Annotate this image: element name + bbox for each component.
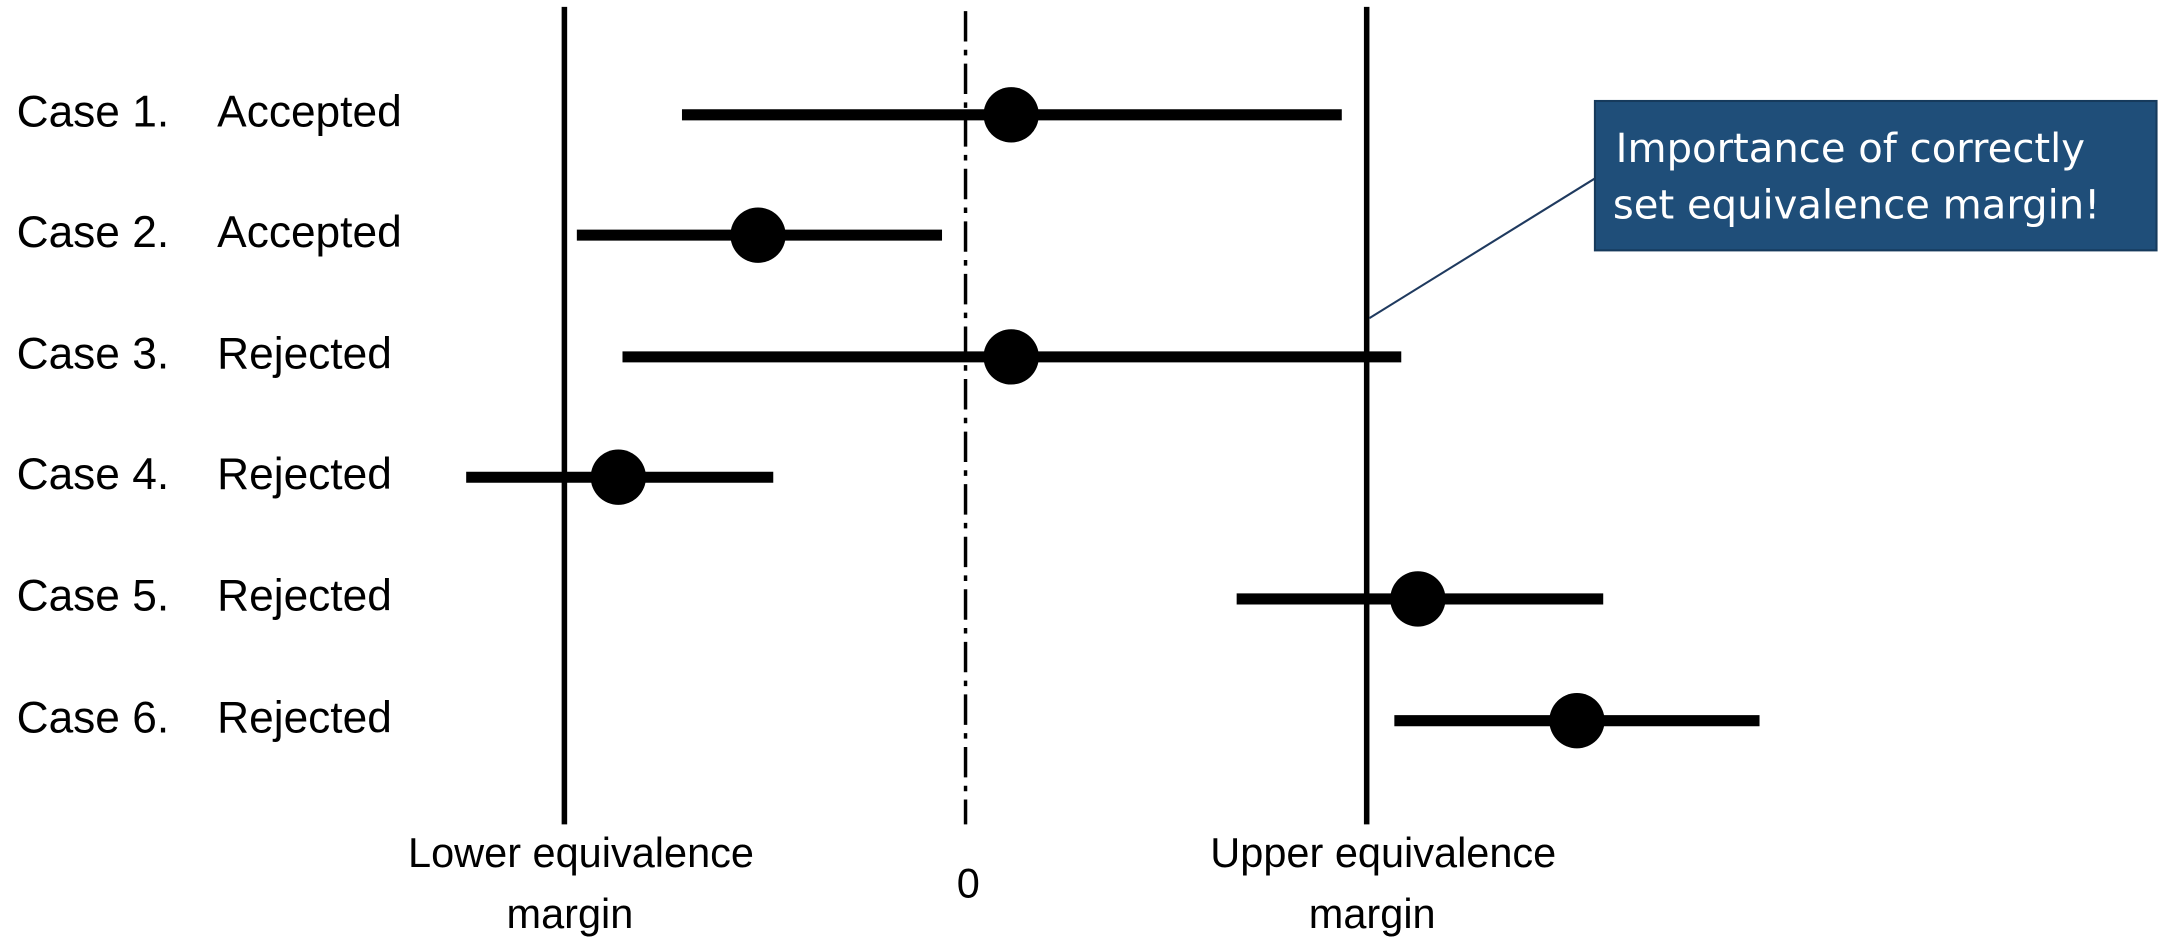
case-status: Rejected (217, 450, 392, 499)
case-status: Accepted (217, 87, 402, 136)
callout-connector (1368, 177, 1596, 320)
lower-label: Lower equivalence (408, 829, 754, 876)
estimate (1390, 571, 1446, 627)
estimate (983, 87, 1039, 143)
case-label: Case 3. (17, 330, 170, 379)
case-label: Case 2. (17, 208, 170, 257)
estimate (1549, 693, 1605, 749)
estimate (730, 207, 786, 263)
estimate (983, 329, 1039, 385)
case-label: Case 4. (17, 450, 170, 499)
case-status: Accepted (217, 208, 402, 257)
case-label: Case 6. (17, 693, 170, 742)
estimate (590, 449, 647, 505)
callout-text: Importance of correctly (1616, 126, 2085, 172)
case-status: Rejected (217, 330, 392, 379)
case-label: Case 5. (17, 572, 170, 621)
callout-box (1593, 99, 2158, 252)
upper-label: margin (1309, 890, 1436, 937)
case-status: Rejected (217, 572, 392, 621)
case-status: Rejected (217, 693, 392, 742)
zero-label: 0 (957, 860, 980, 907)
lower-label: margin (507, 890, 634, 937)
callout-text: set equivalence margin! (1613, 182, 2100, 228)
case-label: Case 1. (17, 87, 170, 136)
upper-label: Upper equivalence (1210, 829, 1556, 876)
